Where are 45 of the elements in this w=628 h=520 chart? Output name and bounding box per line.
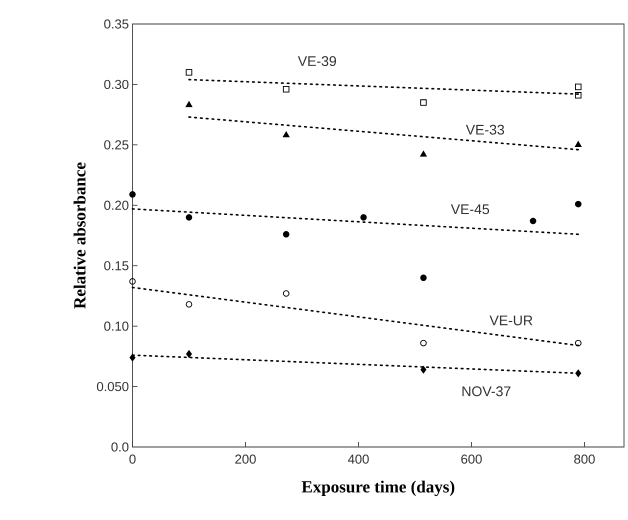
point: [282, 86, 290, 93]
point: [574, 200, 582, 208]
y-tick-label: 0.050: [96, 382, 128, 392]
series-label: VE-33: [466, 124, 504, 135]
series-label: NOV-37: [462, 386, 510, 396]
point: [574, 84, 582, 90]
point: [282, 131, 290, 138]
y-tick-label: 0.25: [104, 140, 128, 150]
point: [420, 366, 426, 374]
point: [282, 290, 290, 297]
x-tick-label: 0: [129, 454, 136, 464]
point: [186, 214, 192, 221]
point: [574, 92, 582, 99]
series-label: VE-45: [450, 204, 490, 214]
y-tick-label: 0.30: [104, 80, 128, 90]
point: [530, 218, 536, 224]
y-tick-label: 0.20: [104, 200, 128, 210]
y-axis-title: Relative absorbance: [74, 162, 86, 309]
point: [129, 191, 136, 198]
point: [420, 274, 427, 282]
point: [186, 301, 192, 308]
y-tick-label: 0.35: [104, 19, 128, 29]
point: [575, 370, 582, 378]
x-tick-label: 400: [348, 454, 369, 464]
point: [186, 350, 192, 358]
x-tick-label: 200: [235, 454, 256, 464]
point: [574, 141, 582, 147]
y-tick-label: 0.10: [104, 322, 128, 331]
point: [360, 214, 367, 221]
y-tick-label: 0.0: [111, 442, 128, 452]
series-label: VE-39: [298, 56, 336, 66]
point: [129, 278, 136, 285]
point: [420, 99, 427, 106]
point: [420, 150, 427, 157]
y-tick-label: 0.15: [104, 261, 128, 270]
series-label: VE-UR: [490, 316, 532, 326]
point: [186, 101, 192, 108]
point: [420, 340, 427, 346]
point: [186, 69, 192, 76]
point: [574, 340, 582, 346]
x-tick-label: 800: [574, 454, 595, 464]
point: [282, 231, 290, 238]
x-tick-label: 600: [461, 454, 482, 464]
x-axis-title: Exposure time (days): [302, 480, 454, 496]
point: [130, 354, 136, 362]
